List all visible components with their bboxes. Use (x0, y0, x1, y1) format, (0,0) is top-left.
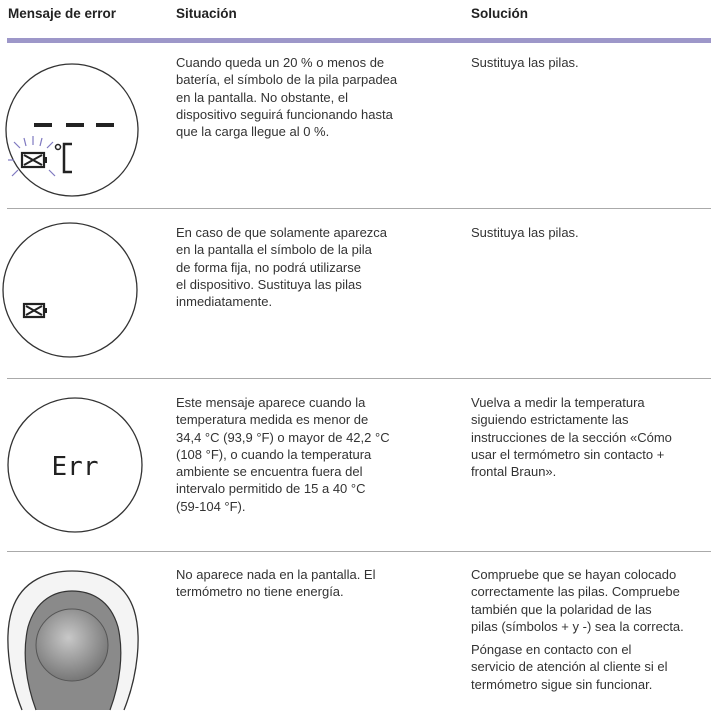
text-line: batería, el símbolo de la pila parpadea (176, 72, 398, 88)
text-line: Vuelva a medir la temperatura (471, 395, 645, 410)
err-icon: Err (7, 397, 143, 533)
solution-cell: Vuelva a medir la temperatura siguiendo e… (471, 394, 672, 480)
paragraph: Sustituya las pilas. (471, 54, 579, 71)
text-line: Sustituya las pilas. (471, 225, 579, 240)
header-solution: Solución (471, 6, 528, 21)
paragraph: Sustituya las pilas. (471, 224, 579, 241)
situation-cell: En caso de que solamente aparezca en la p… (176, 224, 387, 310)
battery-blink-icon (5, 63, 139, 197)
text-line: En caso de que solamente aparezca (176, 225, 388, 240)
text-line: inmediatamente. (176, 294, 273, 310)
display-text: Err (52, 452, 99, 482)
text-line: intervalo permitido de 15 a 40 °C (176, 481, 366, 497)
text-line: usar el termómetro sin contacto + (471, 446, 665, 462)
thermometer-icon (7, 570, 139, 711)
header-rule (7, 38, 711, 43)
text-line: correctamente las pilas. Compruebe (471, 584, 680, 600)
text-line: Este mensaje aparece cuando la (176, 395, 366, 410)
paragraph: Vuelva a medir la temperatura siguiendo e… (471, 394, 672, 480)
header-error: Mensaje de error (8, 6, 117, 21)
text-line: también que la polaridad de las (471, 601, 652, 617)
text-line: Sustituya las pilas. (471, 55, 579, 70)
text-line: pilas (símbolos + y -) sea la correcta. (471, 618, 684, 634)
text-line: servicio de atención al cliente si el (471, 659, 668, 675)
text-line: siguiendo estrictamente las (471, 412, 629, 428)
text-line: termómetro sigue sin funcionar. (471, 676, 653, 692)
solution-cell: Sustituya las pilas. (471, 224, 579, 241)
text-line: dispositivo seguirá funcionando hasta (176, 106, 393, 122)
text-line: ambiente se encuentra fuera del (176, 464, 363, 480)
text-line: (59-104 °F). (176, 498, 246, 514)
text-line: en la pantalla el símbolo de la pila (176, 242, 372, 258)
row-separator (7, 208, 711, 209)
situation-cell: No aparece nada en la pantalla. El termóm… (176, 566, 375, 601)
text-line: frontal Braun». (471, 464, 557, 480)
battery-fixed-icon (2, 222, 138, 358)
text-line: Cuando queda un 20 % o menos de (176, 55, 385, 70)
text-line: (108 °F), o cuando la temperatura (176, 446, 372, 462)
text-line: de forma fija, no podrá utilizarse (176, 259, 361, 275)
text-line: No aparece nada en la pantalla. El (176, 567, 376, 582)
text-line: termómetro no tiene energía. (176, 584, 344, 600)
text-line: Póngase en contacto con el (471, 642, 632, 658)
paragraph: Compruebe que se hayan colocado correctam… (471, 566, 684, 635)
text-line: temperatura medida es menor de (176, 412, 369, 428)
situation-cell: Este mensaje aparece cuando la temperatur… (176, 394, 390, 515)
situation-cell: Cuando queda un 20 % o menos de batería, … (176, 54, 397, 140)
text-line: el dispositivo. Sustituya las pilas (176, 276, 362, 292)
header-situation: Situación (176, 6, 237, 21)
paragraph: Póngase en contacto con el servicio de at… (471, 641, 684, 693)
text-line: Compruebe que se hayan colocado (471, 567, 677, 582)
text-line: 34,4 °C (93,9 °F) o mayor de 42,2 °C (176, 429, 390, 445)
text-line: instrucciones de la sección «Cómo (471, 429, 672, 445)
row-separator (7, 551, 711, 552)
text-line: en la pantalla. No obstante, el (176, 89, 349, 105)
row-separator (7, 378, 711, 379)
solution-cell: Compruebe que se hayan colocado correctam… (471, 566, 684, 693)
text-line: que la carga llegue al 0 %. (176, 124, 330, 140)
solution-cell: Sustituya las pilas. (471, 54, 579, 71)
